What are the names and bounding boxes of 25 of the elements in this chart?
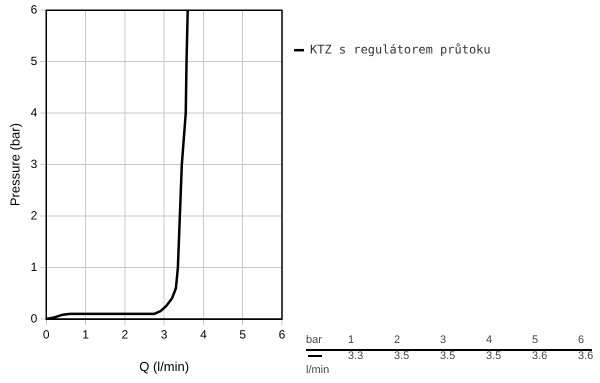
y-tick-label: 3 — [30, 156, 38, 171]
y-tick-label: 4 — [30, 105, 38, 120]
y-tick-label: 2 — [30, 208, 38, 222]
x-axis-title: Q (l/min) — [139, 358, 190, 374]
x-tick-label: 2 — [122, 328, 129, 342]
text: 3.5 — [394, 350, 410, 362]
x-tick-label: 5 — [239, 328, 246, 342]
x-tick-label: 3 — [160, 328, 168, 342]
text: 3.6 — [532, 350, 548, 362]
x-tick-label: 1 — [82, 328, 90, 342]
text: l/min — [306, 364, 330, 376]
text: bar — [306, 334, 322, 346]
y-tick-label: 0 — [30, 311, 38, 326]
x-tick-label: 4 — [200, 328, 208, 342]
y-tick-label: 5 — [30, 54, 38, 68]
x-tick-label: 0 — [42, 328, 50, 342]
text: 3.5 — [440, 350, 456, 362]
y-axis-title: Pressure (bar) — [7, 123, 22, 206]
x-tick-label: 6 — [278, 328, 286, 342]
text: 3.6 — [578, 350, 594, 362]
text: 3.3 — [348, 350, 364, 362]
y-tick-label: 1 — [30, 260, 38, 274]
y-tick-label: 6 — [30, 2, 38, 17]
text: 3.5 — [486, 350, 502, 362]
legend-label: KTZ s regulátorem průtoku — [310, 42, 491, 56]
